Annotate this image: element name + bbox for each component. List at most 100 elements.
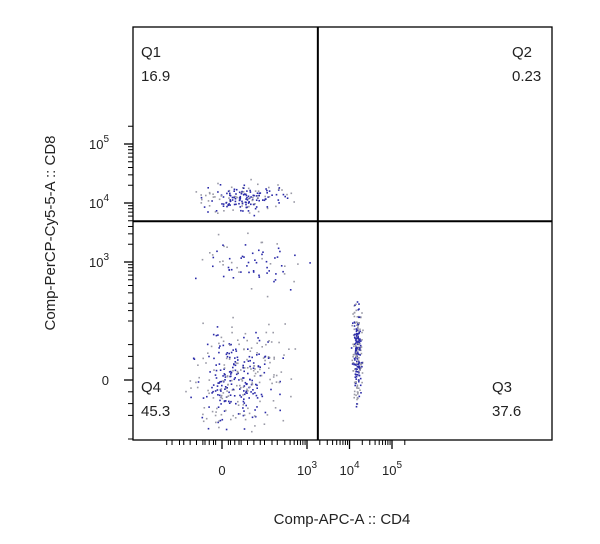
event-point [256,397,259,399]
event-point [268,186,270,189]
event-point [234,369,237,372]
event-point [215,421,217,424]
event-point [357,352,359,355]
event-point [214,211,217,213]
event-point [243,390,245,392]
event-point [215,334,218,337]
event-point [356,340,358,342]
event-point [252,196,254,199]
event-point [257,371,259,373]
event-point [261,253,263,256]
event-point [251,430,253,433]
event-point [355,309,358,312]
event-point [226,246,228,248]
event-point [254,190,257,192]
event-point [240,369,242,371]
event-point [247,202,250,204]
event-point [250,288,253,290]
event-point [225,387,227,390]
x-axis-title: Comp-APC-A :: CD4 [274,511,411,528]
event-point [358,316,360,319]
event-point [222,275,225,278]
event-point [222,344,225,347]
event-point [223,245,225,248]
event-point [356,363,359,366]
event-point [247,372,249,375]
event-point [279,250,281,253]
event-point [355,356,358,359]
quadrant-name: Q4 [141,379,161,396]
event-point [356,341,359,343]
event-point [231,199,234,201]
event-point [242,394,244,396]
event-point [361,372,364,374]
event-point [221,203,223,205]
event-point [203,206,206,208]
event-point [248,355,251,358]
y-tick-label: 104 [89,193,109,211]
event-point [235,203,237,206]
event-point [360,316,362,318]
event-point [264,198,267,200]
event-point [357,329,359,331]
event-point [356,347,358,350]
event-point [353,363,356,366]
event-point [233,203,236,206]
event-point [218,426,220,429]
event-point [238,202,240,205]
event-point [356,386,358,389]
event-point [223,373,226,375]
event-point [266,207,269,210]
event-point [228,391,230,394]
event-point [222,244,224,246]
event-point [360,367,362,369]
event-point [265,188,267,190]
event-point [223,364,226,366]
event-point [353,390,356,393]
y-tick-label: 0 [102,373,109,388]
event-point [211,254,214,256]
event-point [274,279,277,281]
event-point [253,415,256,417]
event-points [185,178,364,433]
event-point [226,355,229,358]
event-point [243,385,246,387]
event-point [244,244,247,246]
event-point [214,374,217,376]
event-point [281,189,283,191]
event-point [258,199,260,202]
event-point [190,396,192,399]
event-point [358,366,361,368]
event-point [359,389,361,391]
event-point [195,381,197,384]
event-point [269,361,271,364]
event-point [356,387,358,389]
event-point [356,332,358,335]
event-point [232,316,234,319]
event-point [209,192,211,195]
event-point [359,377,362,380]
event-point [217,233,220,236]
event-point [242,386,245,388]
event-point [242,414,245,417]
event-point [277,189,280,191]
event-point [252,367,255,369]
event-point [252,270,255,272]
event-point [254,409,256,411]
event-point [357,327,359,329]
event-point [258,339,261,342]
event-point [356,337,358,340]
event-point [215,377,218,379]
event-point [210,345,213,348]
event-point [260,241,263,244]
event-point [256,352,258,354]
event-point [237,400,239,403]
event-point [233,195,236,198]
event-point [351,363,354,365]
event-point [239,384,241,387]
event-point [240,378,242,380]
event-point [229,380,231,382]
event-point [211,410,214,413]
event-point [274,407,277,409]
quadrant-name: Q2 [512,44,532,61]
